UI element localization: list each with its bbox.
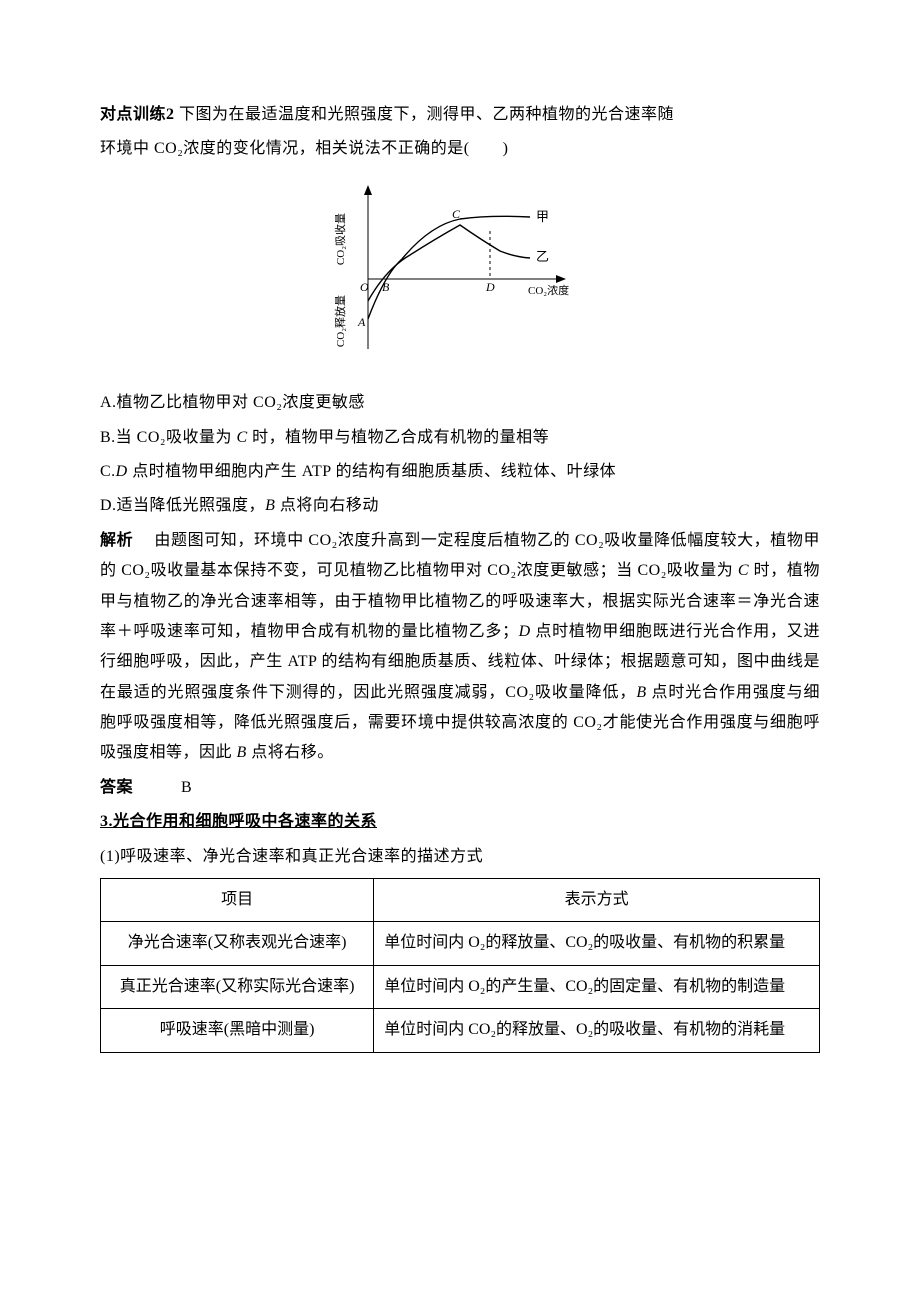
question-stem-line1: 对点训练2 下图为在最适温度和光照强度下，测得甲、乙两种植物的光合速率随 — [100, 100, 820, 130]
label-yi: 乙 — [536, 249, 549, 264]
answer-label: 答案 — [100, 779, 133, 796]
table-r1c1: 净光合速率(又称表观光合速率) — [101, 922, 374, 965]
table-h2: 表示方式 — [374, 879, 820, 922]
table-r2c2: 单位时间内 O₂的产生量、CO₂的固定量、有机物的制造量 — [374, 965, 820, 1008]
explanation: 解析 由题图可知，环境中 CO₂浓度升高到一定程度后植物乙的 CO₂吸收量降低幅… — [100, 526, 820, 769]
y-axis-arrow — [364, 185, 372, 195]
table-header-row: 项目 表示方式 — [101, 879, 820, 922]
point-C: C — [452, 207, 461, 221]
option-B: B.当 CO₂吸收量为 C 时，植物甲与植物乙合成有机物的量相等 — [100, 423, 820, 453]
table-r3c2: 单位时间内 CO₂的释放量、O₂的吸收量、有机物的消耗量 — [374, 1009, 820, 1052]
explanation-label: 解析 — [100, 532, 133, 549]
option-D: D.适当降低光照强度，B 点将向右移动 — [100, 491, 820, 521]
question-label: 对点训练2 — [100, 106, 175, 123]
table-r3c1: 呼吸速率(黑暗中测量) — [101, 1009, 374, 1052]
table-row: 真正光合速率(又称实际光合速率) 单位时间内 O₂的产生量、CO₂的固定量、有机… — [101, 965, 820, 1008]
x-axis-arrow — [556, 275, 566, 283]
point-B: B — [382, 280, 390, 294]
question-stem-line2: 环境中 CO₂浓度的变化情况，相关说法不正确的是( ) — [100, 134, 820, 164]
section3-sub1: (1)呼吸速率、净光合速率和真正光合速率的描述方式 — [100, 842, 820, 872]
point-O: O — [360, 280, 369, 294]
answer-line: 答案 B — [100, 773, 820, 803]
point-D: D — [485, 280, 495, 294]
curve-chart-svg: CO₂吸收量 CO₂释放量 O A B C D 甲 乙 CO₂浓度 — [330, 179, 590, 359]
y-axis-upper-label: CO₂吸收量 — [333, 213, 347, 265]
page: 对点训练2 下图为在最适温度和光照强度下，测得甲、乙两种植物的光合速率随 环境中… — [0, 0, 920, 1113]
table-row: 净光合速率(又称表观光合速率) 单位时间内 O₂的释放量、CO₂的吸收量、有机物… — [101, 922, 820, 965]
answer-value: B — [181, 779, 192, 796]
x-axis-label: CO₂浓度 — [528, 283, 569, 297]
table-row: 呼吸速率(黑暗中测量) 单位时间内 CO₂的释放量、O₂的吸收量、有机物的消耗量 — [101, 1009, 820, 1052]
option-C: C.D 点时植物甲细胞内产生 ATP 的结构有细胞质基质、线粒体、叶绿体 — [100, 457, 820, 487]
curve-yi — [368, 225, 530, 301]
table-r2c1: 真正光合速率(又称实际光合速率) — [101, 965, 374, 1008]
table-r1c2: 单位时间内 O₂的释放量、CO₂的吸收量、有机物的积累量 — [374, 922, 820, 965]
table-h1: 项目 — [101, 879, 374, 922]
photosynthesis-curve-figure: CO₂吸收量 CO₂释放量 O A B C D 甲 乙 CO₂浓度 — [100, 179, 820, 370]
label-jia: 甲 — [536, 209, 549, 224]
section3-title: 3.光合作用和细胞呼吸中各速率的关系 — [100, 807, 820, 837]
option-A: A.植物乙比植物甲对 CO₂浓度更敏感 — [100, 388, 820, 418]
y-axis-lower-label: CO₂释放量 — [333, 295, 347, 347]
rates-table: 项目 表示方式 净光合速率(又称表观光合速率) 单位时间内 O₂的释放量、CO₂… — [100, 878, 820, 1053]
point-A: A — [357, 315, 366, 329]
stem-rest-1: 下图为在最适温度和光照强度下，测得甲、乙两种植物的光合速率随 — [175, 106, 675, 123]
